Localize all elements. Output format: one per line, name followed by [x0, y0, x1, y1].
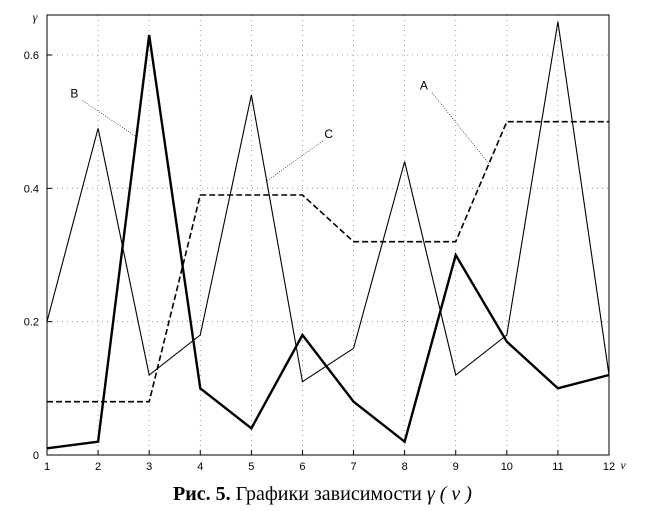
leader-line-c: [266, 140, 323, 182]
leader-line-b: [82, 100, 137, 137]
caption-text: Графики зависимости: [235, 483, 422, 505]
series-b: [46, 34, 610, 450]
series-label-a: A: [420, 79, 428, 93]
x-tick-label: 6: [299, 461, 305, 473]
y-tick-label: 0.2: [24, 317, 39, 329]
y-axis-label: γ: [33, 10, 38, 24]
x-tick-label: 12: [603, 461, 615, 473]
series-line-b: [46, 34, 610, 450]
caption-prefix: Рис. 5.: [173, 483, 231, 505]
series-line-c: [46, 21, 610, 383]
x-tick-label: 10: [501, 461, 513, 473]
leader-line-a: [431, 92, 490, 164]
series-label-b: B: [70, 87, 78, 101]
x-tick-label: 11: [552, 461, 563, 473]
x-tick-label: 9: [453, 461, 459, 473]
x-tick-label: 3: [146, 461, 152, 473]
y-tick-label: 0.4: [24, 183, 39, 195]
series-line-a: [47, 120, 609, 403]
x-tick-label: 2: [95, 461, 101, 473]
figure-caption: Рис. 5. Графики зависимости γ ( ν ): [0, 483, 645, 506]
grid: [47, 15, 609, 455]
plot-frame: [46, 14, 610, 456]
y-tick-label: 0.6: [24, 50, 39, 62]
series-label-c: C: [324, 127, 333, 141]
x-tick-label: 5: [248, 461, 254, 473]
series-a: [47, 120, 609, 403]
caption-symbol: γ ( ν ): [426, 483, 472, 505]
x-tick-label: 4: [197, 461, 203, 473]
series-labels: A B C: [70, 79, 490, 182]
x-tick-label: 7: [350, 461, 356, 473]
series-c: [46, 21, 610, 383]
x-tick-label: 8: [402, 461, 408, 473]
x-tick-label: 1: [44, 461, 50, 473]
x-axis-label: ν: [620, 458, 626, 472]
series-lines: [46, 21, 610, 450]
y-tick-label: 0: [33, 450, 39, 462]
